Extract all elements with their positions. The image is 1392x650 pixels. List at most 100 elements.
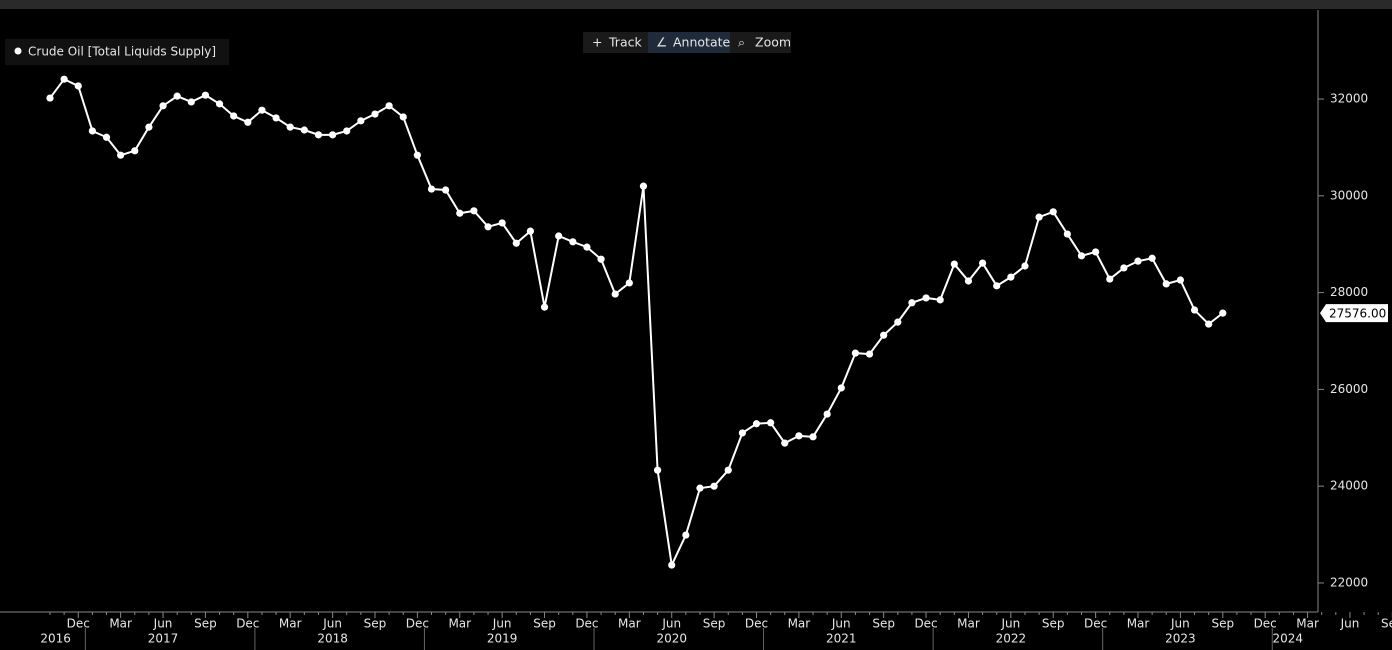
- data-point: [908, 299, 916, 307]
- data-point: [145, 123, 153, 131]
- data-point: [767, 419, 775, 427]
- x-tick-label: Dec: [67, 617, 90, 631]
- data-point: [187, 98, 195, 106]
- x-tick-label: Sep: [194, 617, 217, 631]
- x-tick-label: Mar: [448, 617, 471, 631]
- x-tick-label: Dec: [914, 617, 937, 631]
- y-tick-label: 22000: [1330, 575, 1368, 589]
- data-point: [710, 482, 718, 490]
- y-tick-label: 32000: [1330, 92, 1368, 106]
- data-point: [540, 303, 549, 311]
- tool-button[interactable]: Track: [608, 35, 642, 50]
- data-point: [894, 318, 902, 326]
- data-point: [1162, 280, 1170, 288]
- data-point: [1063, 230, 1071, 238]
- x-tick-label: Mar: [957, 617, 980, 631]
- data-point: [470, 207, 478, 215]
- data-point: [653, 466, 662, 474]
- data-point: [555, 232, 563, 240]
- legend-label: Crude Oil [Total Liquids Supply]: [28, 45, 216, 59]
- data-point: [258, 106, 266, 114]
- year-label: 2021: [826, 632, 857, 646]
- data-point: [173, 92, 181, 100]
- tool-button[interactable]: Zoom: [755, 35, 791, 50]
- data-point: [1134, 257, 1142, 265]
- data-point: [611, 290, 619, 298]
- y-tick-label: 28000: [1330, 285, 1368, 299]
- tool-button[interactable]: Annotate: [673, 35, 731, 50]
- data-point: [456, 209, 464, 217]
- data-point: [300, 126, 308, 134]
- data-point: [1035, 213, 1043, 221]
- data-point: [950, 260, 958, 268]
- track-icon: +: [592, 35, 602, 50]
- data-point: [46, 94, 54, 102]
- year-label: 2018: [317, 632, 348, 646]
- x-tick-label: Sep: [872, 617, 895, 631]
- legend-marker: [14, 47, 22, 55]
- data-point: [1219, 309, 1227, 317]
- data-point: [1092, 248, 1100, 256]
- data-point: [159, 102, 167, 110]
- data-point: [1077, 252, 1086, 260]
- x-tick-label: Dec: [1084, 617, 1107, 631]
- data-point: [286, 123, 294, 131]
- x-tick-label: Dec: [745, 617, 768, 631]
- active-tool-bg: [648, 32, 730, 53]
- x-tick-label: Jun: [322, 617, 342, 631]
- x-tick-label: Mar: [109, 617, 132, 631]
- data-point: [1148, 254, 1156, 262]
- data-point: [512, 239, 520, 247]
- data-point: [724, 466, 732, 474]
- toolbar: [0, 0, 1392, 9]
- data-point: [244, 118, 252, 126]
- data-point: [978, 259, 987, 267]
- x-tick-label: Dec: [236, 617, 259, 631]
- x-tick-label: Sep: [1042, 617, 1065, 631]
- data-point: [625, 279, 633, 287]
- data-point: [597, 255, 605, 263]
- data-point: [1021, 262, 1029, 270]
- year-label: 2022: [996, 632, 1027, 646]
- year-label: 2023: [1165, 632, 1196, 646]
- x-tick-label: Mar: [788, 617, 811, 631]
- x-tick-label: Mar: [1127, 617, 1150, 631]
- data-point: [668, 561, 676, 569]
- data-point: [569, 238, 577, 246]
- data-point: [865, 350, 874, 358]
- x-tick-label: Sep: [533, 617, 556, 631]
- data-point: [498, 219, 506, 227]
- data-point: [1120, 264, 1128, 272]
- data-point: [639, 182, 648, 190]
- data-point: [131, 147, 139, 155]
- last-value-tag: [1320, 304, 1388, 323]
- data-point: [752, 420, 761, 428]
- series-line: [49, 77, 1224, 569]
- data-point: [526, 227, 535, 235]
- data-point: [413, 151, 421, 159]
- data-point: [1176, 276, 1184, 284]
- data-point: [201, 91, 210, 99]
- data-point: [1205, 320, 1213, 328]
- year-label: 2019: [487, 632, 518, 646]
- data-point: [583, 243, 591, 251]
- data-point: [696, 484, 704, 492]
- x-tick-label: Sep: [703, 617, 726, 631]
- data-point: [74, 82, 82, 90]
- data-point: [936, 296, 944, 304]
- data-point: [399, 113, 407, 121]
- data-point: [809, 433, 817, 441]
- last-value-label: 27576.00: [1329, 307, 1386, 321]
- data-point: [385, 102, 393, 110]
- x-tick-label: Jun: [1340, 617, 1360, 631]
- data-point: [314, 131, 323, 139]
- x-tick-label: Dec: [575, 617, 598, 631]
- x-tick-label: Sep: [364, 617, 387, 631]
- x-tick-label: Dec: [1254, 617, 1277, 631]
- x-tick-label: Jun: [153, 617, 173, 631]
- data-point: [102, 133, 111, 141]
- x-tick-label: Jun: [831, 617, 851, 631]
- data-point: [1007, 273, 1015, 281]
- year-label: 2020: [656, 632, 687, 646]
